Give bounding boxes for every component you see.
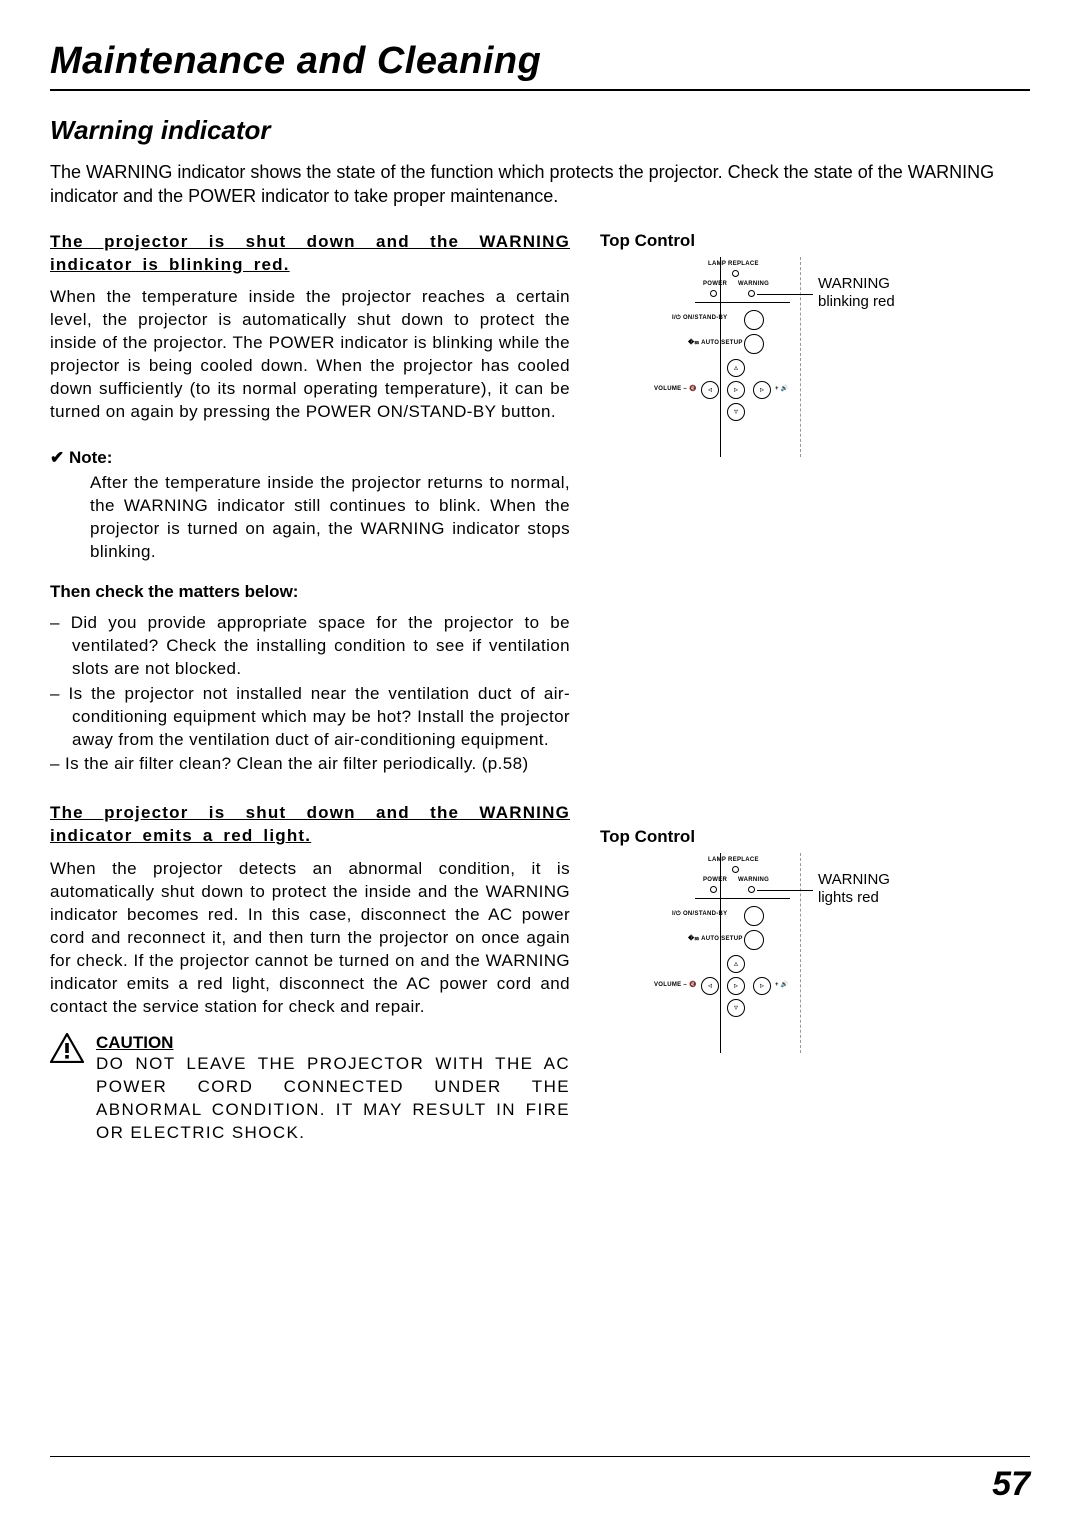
top-control-panel-2: LAMP REPLACE POWER WARNING I/⏻ ON/STAND-…: [600, 853, 950, 1073]
nav-cluster: ▵ ◃ ▹ ▹ ▿: [701, 955, 771, 1025]
nav-right: ▹: [753, 977, 771, 995]
s1-heading: The projector is shut down and the WARNI…: [50, 231, 570, 277]
panel-hline: [695, 302, 790, 303]
panel-cut-edge: [800, 853, 801, 1053]
s1-body: When the temperature inside the projecto…: [50, 286, 570, 424]
power-led: [710, 290, 717, 297]
standby-button: [744, 906, 764, 926]
autosetup-label: �జ AUTO SETUP: [688, 935, 743, 943]
autosetup-button: [744, 334, 764, 354]
note-label: Note:: [69, 448, 112, 467]
top-control-heading-1: Top Control: [600, 231, 1030, 251]
note-heading: ✔ Note:: [50, 448, 570, 468]
standby-label: I/⏻ ON/STAND-BY: [672, 911, 727, 918]
volume-plus-label: + 🔊: [775, 385, 789, 392]
nav-left: ◃: [701, 977, 719, 995]
nav-left: ◃: [701, 381, 719, 399]
volume-label: VOLUME – 🔇: [654, 385, 697, 392]
nav-down: ▿: [727, 403, 745, 421]
nav-center: ▹: [727, 977, 745, 995]
caution-icon: [50, 1033, 84, 1063]
footer: 57: [50, 1456, 1030, 1504]
page-number: 57: [992, 1465, 1030, 1504]
lamp-led: [732, 270, 739, 277]
intro-text: The WARNING indicator shows the state of…: [50, 160, 1030, 209]
section-title: Warning indicator: [50, 115, 1030, 146]
panel-cut-edge: [800, 257, 801, 457]
warning-label: WARNING: [738, 877, 769, 883]
nav-down: ▿: [727, 999, 745, 1017]
right-column: Top Control LAMP REPLACE POWER WARNING: [600, 231, 1030, 1145]
power-label: POWER: [703, 877, 727, 883]
warning-led: [748, 290, 755, 297]
caution-body: DO NOT LEAVE THE PROJECTOR WITH THE AC P…: [96, 1053, 570, 1145]
callout-line-1: [757, 294, 813, 295]
volume-plus-label: + 🔊: [775, 981, 789, 988]
standby-label: I/⏻ ON/STAND-BY: [672, 315, 727, 322]
page-title: Maintenance and Cleaning: [50, 40, 1030, 91]
left-column: The projector is shut down and the WARNI…: [50, 231, 570, 1145]
s2-heading: The projector is shut down and the WARNI…: [50, 802, 570, 848]
lamp-led: [732, 866, 739, 873]
callout-2: WARNINGlights red: [818, 871, 890, 907]
note-body: After the temperature inside the project…: [90, 472, 570, 564]
callout-1: WARNINGblinking red: [818, 275, 895, 311]
nav-up: ▵: [727, 955, 745, 973]
lamp-replace-label: LAMP REPLACE: [708, 857, 759, 863]
nav-center: ▹: [727, 381, 745, 399]
autosetup-button: [744, 930, 764, 950]
list-item: Is the projector not installed near the …: [50, 683, 570, 752]
s2-body: When the projector detects an abnormal c…: [50, 858, 570, 1019]
standby-button: [744, 310, 764, 330]
volume-label: VOLUME – 🔇: [654, 981, 697, 988]
power-led: [710, 886, 717, 893]
power-label: POWER: [703, 281, 727, 287]
list-item: Did you provide appropriate space for th…: [50, 612, 570, 681]
autosetup-label: �జ AUTO SETUP: [688, 339, 743, 347]
check-icon: ✔: [50, 448, 64, 467]
panel-hline: [695, 898, 790, 899]
callout-line-2: [757, 890, 813, 891]
top-control-panel-1: LAMP REPLACE POWER WARNING I/⏻ ON/STAND-…: [600, 257, 950, 477]
warning-led: [748, 886, 755, 893]
warning-label: WARNING: [738, 281, 769, 287]
caution-label: CAUTION: [96, 1033, 570, 1053]
nav-right: ▹: [753, 381, 771, 399]
check-list: Did you provide appropriate space for th…: [50, 612, 570, 777]
lamp-replace-label: LAMP REPLACE: [708, 261, 759, 267]
nav-up: ▵: [727, 359, 745, 377]
nav-cluster: ▵ ◃ ▹ ▹ ▿: [701, 359, 771, 429]
list-item: Is the air filter clean? Clean the air f…: [50, 753, 570, 776]
check-heading: Then check the matters below:: [50, 582, 570, 602]
top-control-heading-2: Top Control: [600, 827, 1030, 847]
